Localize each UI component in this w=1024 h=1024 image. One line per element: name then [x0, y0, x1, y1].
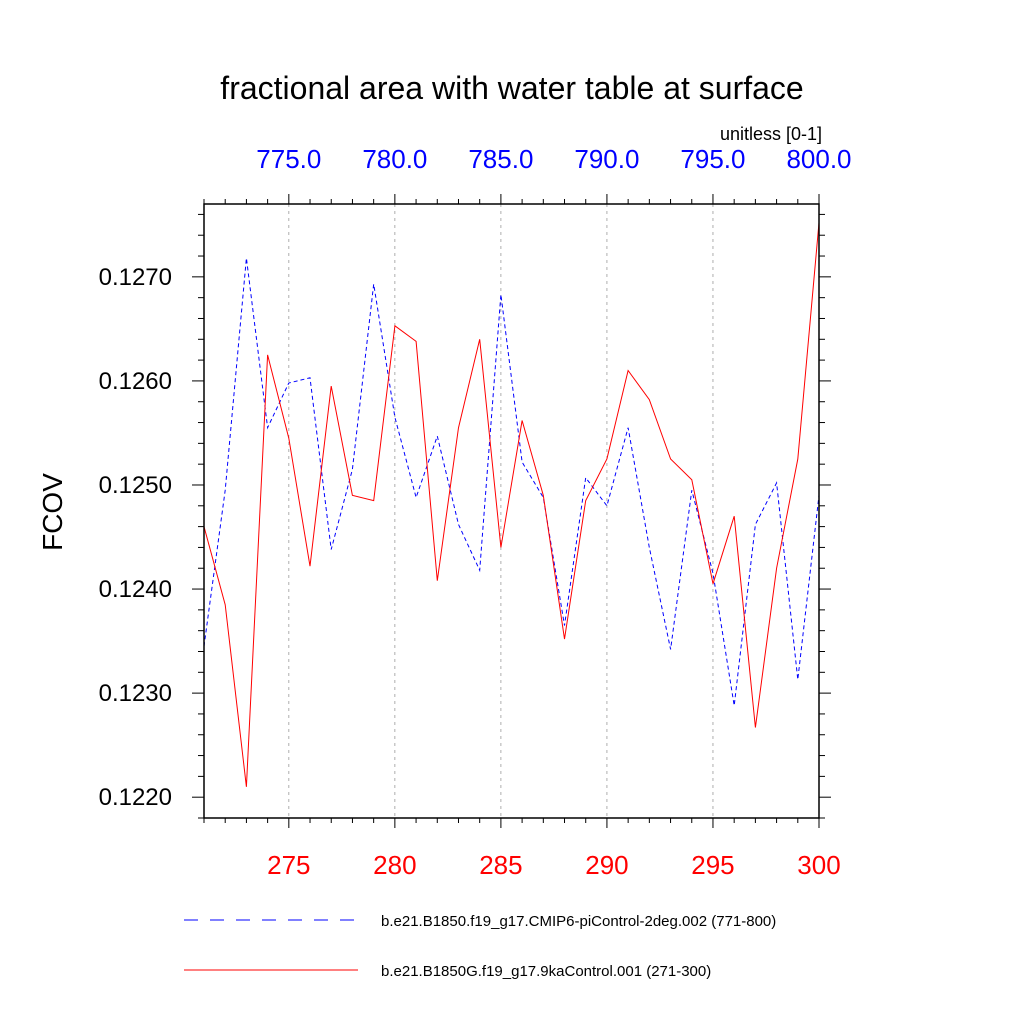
x-tick-label-bottom: 280	[373, 850, 416, 880]
x-tick-label-bottom: 295	[691, 850, 734, 880]
x-tick-label-top: 780.0	[362, 144, 427, 174]
x-tick-label-top: 800.0	[786, 144, 851, 174]
legend-label-cmip6: b.e21.B1850.f19_g17.CMIP6-piControl-2deg…	[381, 913, 776, 930]
chart-title: fractional area with water table at surf…	[220, 70, 803, 106]
label-layer: 0.1220 0.1230 0.1240 0.1250 0.1260 0.1270 275 2…	[99, 144, 852, 880]
tick-layer	[192, 194, 831, 828]
y-tick-label: 0.1240	[99, 576, 172, 603]
x-tick-label-top: 790.0	[574, 144, 639, 174]
y-tick-label: 0.1260	[99, 368, 172, 395]
y-tick-label: 0.1250	[99, 472, 172, 499]
grid-layer	[288, 204, 714, 818]
legend: b.e21.B1850.f19_g17.CMIP6-piControl-2deg…	[184, 913, 776, 980]
x-tick-label-bottom: 300	[797, 850, 840, 880]
series-line-9ka	[203, 222, 820, 787]
plot-frame	[203, 203, 820, 819]
series-layer	[203, 222, 820, 787]
legend-label-9ka: b.e21.B1850G.f19_g17.9kaControl.001 (271…	[381, 963, 711, 980]
y-tick-label: 0.1270	[99, 264, 172, 291]
x-tick-label-top: 775.0	[256, 144, 321, 174]
x-tick-label-bottom: 275	[267, 850, 310, 880]
y-tick-label: 0.1230	[99, 680, 172, 707]
x-tick-label-bottom: 290	[585, 850, 628, 880]
y-axis-label: FCOV	[37, 473, 68, 551]
x-tick-label-top: 785.0	[468, 144, 533, 174]
y-tick-label: 0.1220	[99, 784, 172, 811]
x-tick-label-bottom: 285	[479, 850, 522, 880]
units-label: unitless [0-1]	[720, 124, 822, 144]
x-tick-label-top: 795.0	[680, 144, 745, 174]
